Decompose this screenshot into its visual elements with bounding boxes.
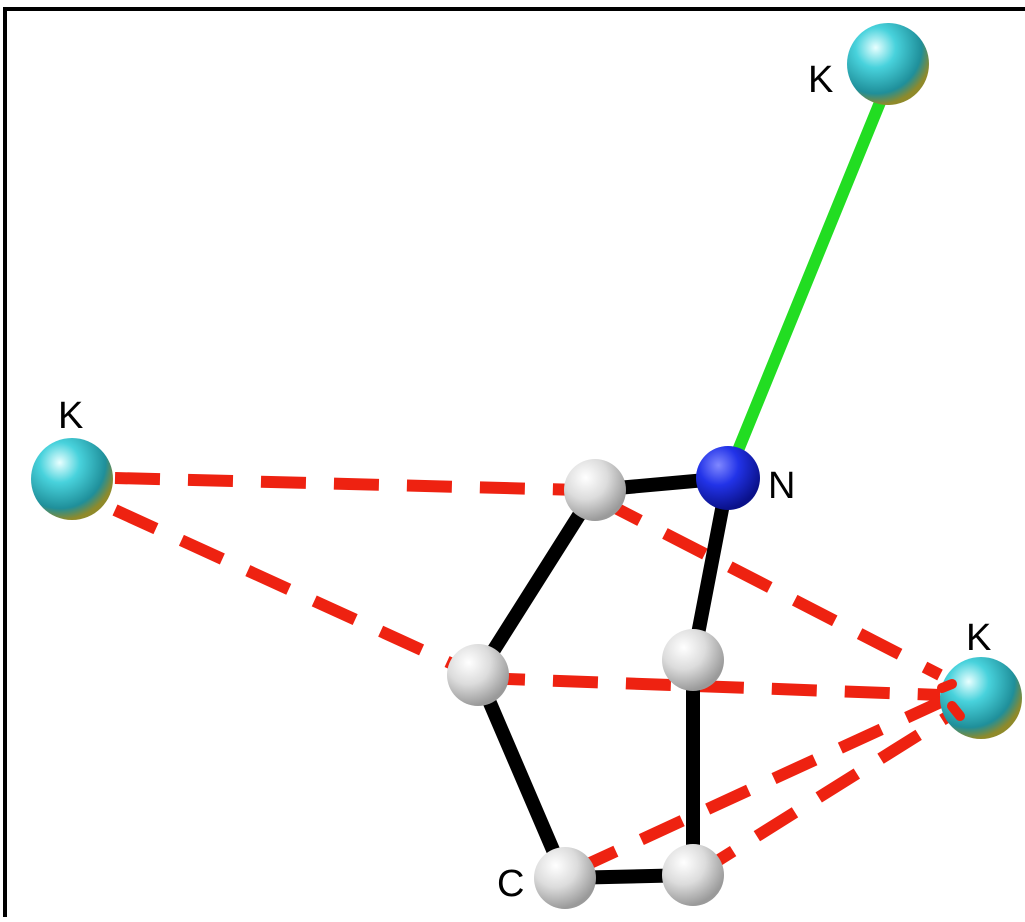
- label-k-left: K: [58, 395, 83, 437]
- atom-nitrogen: [696, 446, 760, 510]
- contact-overlay-1: [937, 679, 957, 693]
- contact-cbottomright-kright: [691, 706, 959, 881]
- atom-c-top: [564, 459, 626, 521]
- bond-ktop-nitrogen: [724, 89, 889, 476]
- bond-ctop-cmidleft: [471, 483, 602, 682]
- label-k-right: K: [966, 617, 991, 659]
- bond-cmidleft-cbottomleft: [471, 668, 572, 885]
- contact-cmidleft-kright: [479, 672, 941, 701]
- contact-overlay-2: [947, 701, 965, 721]
- label-c-bottom-left: C: [497, 863, 524, 905]
- label-k-top: K: [808, 59, 833, 101]
- atom-c-bottom-left: [534, 847, 596, 909]
- contact-ctop-kright: [597, 494, 943, 681]
- label-nitrogen: N: [768, 465, 795, 507]
- atom-k-top: [847, 23, 929, 105]
- contact-overlay: [937, 679, 965, 721]
- atom-c-bottom-right: [662, 844, 724, 906]
- contact-kleft-cmidleft: [112, 504, 473, 678]
- k-c-contacts: [112, 472, 959, 881]
- atom-c-mid-left: [447, 644, 509, 706]
- atom-k-right: [940, 657, 1022, 739]
- atom-c-mid-right: [662, 629, 724, 691]
- contact-cbottomleft-kright: [572, 694, 948, 876]
- contact-kleft-ctop: [114, 472, 581, 496]
- atom-k-left: [31, 438, 113, 520]
- diagram-border: [3, 7, 1025, 922]
